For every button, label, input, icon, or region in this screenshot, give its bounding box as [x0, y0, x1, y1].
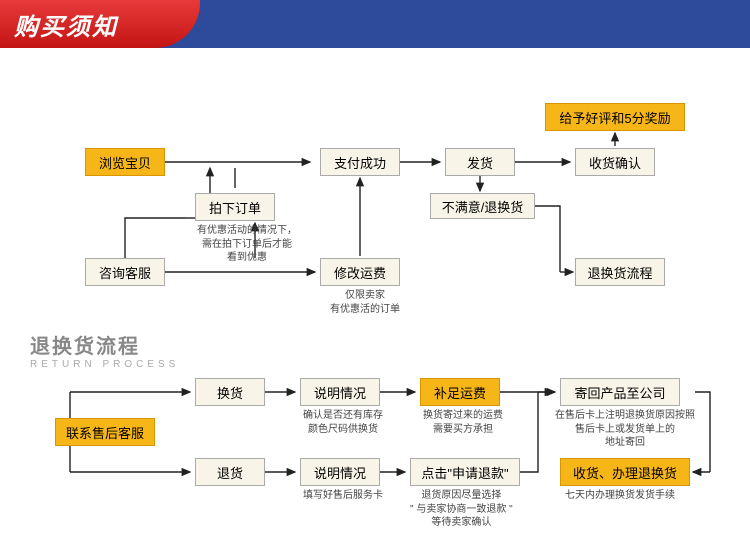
f1-order-note: 有优惠活动的情况下，需在拍下订单后才能看到优惠	[197, 224, 297, 265]
header-title: 购买须知	[14, 7, 118, 42]
section2-cn: 退换货流程	[30, 330, 179, 359]
f1-modify: 修改运费	[320, 258, 400, 286]
f1-pay: 支付成功	[320, 148, 400, 176]
f2-fee-note: 换货寄过来的运费需要买方承担	[423, 409, 503, 436]
section2-en: RETURN PROCESS	[30, 359, 179, 370]
f2-explain2: 说明情况	[300, 458, 380, 486]
flow-canvas: 退换货流程 RETURN PROCESS 浏览宝贝咨询客服 拍下订单修改运费 支付成…	[0, 48, 750, 543]
f1-ship: 发货	[445, 148, 515, 176]
f1-modify-note: 仅限卖家有优惠活的订单	[330, 289, 400, 316]
section2-title: 退换货流程 RETURN PROCESS	[30, 330, 179, 370]
f2-sendback-note: 在售后卡上注明退换货原因按照售后卡上或发货单上的地址寄回	[555, 409, 695, 450]
f1-browse: 浏览宝贝	[85, 148, 165, 176]
f1-order: 拍下订单	[195, 193, 275, 221]
f2-explain1-note: 确认是否还有库存颜色尺码供换货	[303, 409, 383, 436]
f2-fee: 补足运费	[420, 378, 500, 406]
f1-confirm: 收货确认	[575, 148, 655, 176]
f1-return: 退换货流程	[575, 258, 665, 286]
f2-explain1: 说明情况	[300, 378, 380, 406]
f1-rating: 给予好评和5分奖励	[545, 103, 685, 131]
header-badge: 购买须知	[0, 0, 200, 48]
f2-process: 收货、办理退换货	[560, 458, 690, 486]
f2-process-note: 七天内办理换货发货手续	[565, 489, 675, 503]
header-bar: 购买须知	[0, 0, 750, 48]
f2-sendback: 寄回产品至公司	[560, 378, 680, 406]
f2-click: 点击"申请退款"	[410, 458, 520, 486]
f2-click-note: 退货原因尽量选择" 与卖家协商一致退款 "等待卖家确认	[410, 489, 513, 530]
f2-exchange: 换货	[195, 378, 265, 406]
f1-consult: 咨询客服	[85, 258, 165, 286]
f2-contact: 联系售后客服	[55, 418, 155, 446]
f1-unsat: 不满意/退换货	[430, 193, 535, 219]
f2-explain2-note: 填写好售后服务卡	[303, 489, 383, 503]
f2-refund: 退货	[195, 458, 265, 486]
